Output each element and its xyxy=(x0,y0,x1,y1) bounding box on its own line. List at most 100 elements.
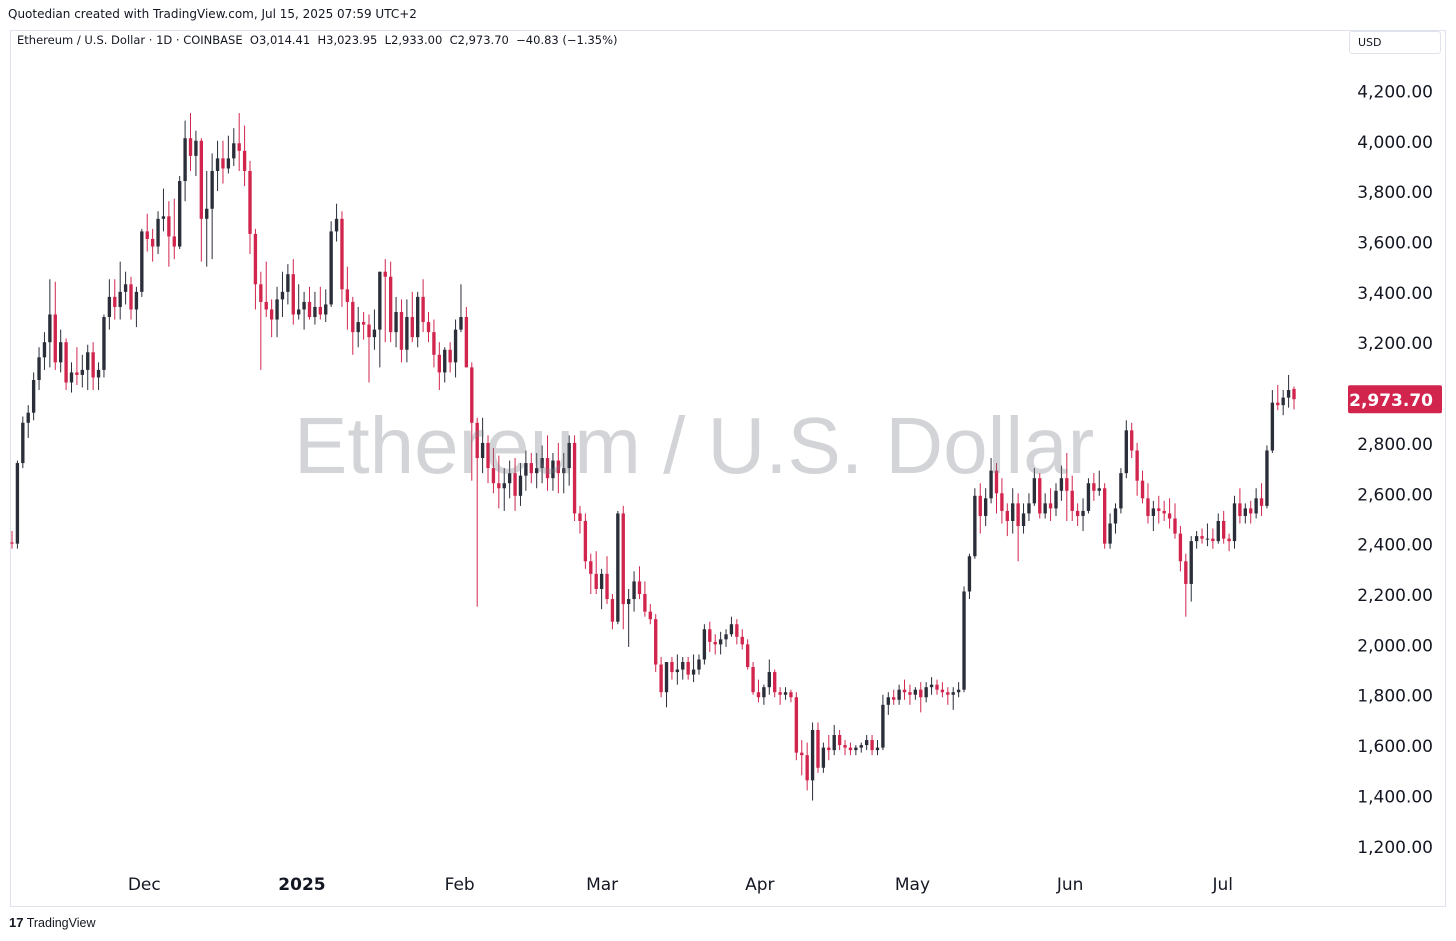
y-tick-label: 2,400.00 xyxy=(1357,536,1433,556)
candle-body xyxy=(156,218,160,247)
candle-body xyxy=(59,342,63,363)
candle-body xyxy=(1086,483,1091,511)
candle-body xyxy=(1054,490,1058,509)
y-tick-label: 3,400.00 xyxy=(1357,284,1433,304)
candle-body xyxy=(96,369,101,378)
candle-body xyxy=(421,296,425,323)
candle-body xyxy=(654,619,658,665)
candle-body xyxy=(919,689,923,698)
candle-body xyxy=(307,301,312,318)
candle-body xyxy=(778,692,782,695)
candle-body xyxy=(589,561,593,574)
candle-body xyxy=(675,669,680,673)
candle-body xyxy=(940,689,945,693)
candle-body xyxy=(388,276,393,333)
candle-body xyxy=(102,317,106,370)
candle-body xyxy=(843,745,847,748)
candle-body xyxy=(864,740,869,746)
candle-body xyxy=(1135,450,1139,481)
x-tick-label: May xyxy=(895,875,930,895)
candle-body xyxy=(1178,533,1183,562)
candle-body xyxy=(1113,508,1118,524)
candle-body xyxy=(491,468,496,484)
candle-body xyxy=(394,311,398,333)
candle-body xyxy=(410,317,414,338)
tradingview-brand-name: TradingView xyxy=(26,916,96,930)
candle-body xyxy=(643,594,647,612)
legend-change: −40.83 (−1.35%) xyxy=(516,33,618,47)
candle-body xyxy=(1081,510,1085,516)
candle-body xyxy=(956,689,961,693)
candle-body xyxy=(53,314,57,363)
candle-body xyxy=(1216,520,1220,542)
candle-body xyxy=(248,170,252,234)
candle-body xyxy=(745,644,750,668)
x-tick-label: Jun xyxy=(1056,875,1084,895)
candle-body xyxy=(48,314,52,343)
candle-body xyxy=(426,322,431,333)
legend-low: L2,933.00 xyxy=(384,33,443,47)
candle-body xyxy=(686,662,690,675)
candle-body xyxy=(892,697,896,700)
chart-frame xyxy=(10,30,1446,907)
candle-body xyxy=(150,238,155,247)
candle-body xyxy=(1281,397,1285,406)
candle-body xyxy=(751,667,755,693)
candle-body xyxy=(572,442,577,514)
candle-body xyxy=(329,231,333,305)
tradingview-logo[interactable]: 17 TradingView xyxy=(9,915,96,930)
candle-body xyxy=(1184,561,1188,584)
candle-body xyxy=(221,158,225,169)
y-tick-label: 2,600.00 xyxy=(1357,485,1433,505)
candle-body xyxy=(1108,523,1112,544)
candle-body xyxy=(340,218,344,290)
candle-body xyxy=(1021,513,1026,527)
candle-body xyxy=(794,697,799,753)
candle-body xyxy=(670,662,674,673)
candle-body xyxy=(983,498,988,516)
candle-body xyxy=(42,342,47,358)
candle-body xyxy=(351,301,355,333)
symbol-watermark: Ethereum / U.S. Dollar xyxy=(294,401,1095,490)
y-tick-label: 2,000.00 xyxy=(1357,636,1433,656)
candle-body xyxy=(1254,498,1258,514)
candle-body xyxy=(897,689,901,700)
candle-body xyxy=(161,216,166,219)
candle-body xyxy=(989,470,993,499)
candle-body xyxy=(324,304,328,315)
candle-body xyxy=(416,296,420,338)
candle-body xyxy=(15,463,20,544)
candle-body xyxy=(1070,490,1074,511)
candle-body xyxy=(908,692,912,695)
candle-body xyxy=(681,662,685,670)
candle-body xyxy=(286,274,290,292)
candle-body xyxy=(567,442,571,469)
candle-body xyxy=(1157,508,1161,511)
candle-body xyxy=(1276,402,1280,406)
candle-body xyxy=(367,324,371,338)
candle-body xyxy=(616,513,620,622)
candle-body xyxy=(205,208,209,219)
candle-body xyxy=(854,747,858,751)
x-tick-label: Mar xyxy=(586,875,618,895)
candle-body xyxy=(199,140,204,219)
y-tick-label: 3,800.00 xyxy=(1357,183,1433,203)
candle-body xyxy=(805,755,809,781)
y-tick-label: 3,200.00 xyxy=(1357,334,1433,354)
candle-body xyxy=(610,599,615,622)
candle-body xyxy=(535,468,539,474)
candle-body xyxy=(1059,478,1064,491)
candle-body xyxy=(313,306,317,318)
candle-body xyxy=(1005,510,1009,521)
candle-body xyxy=(194,140,198,156)
candle-body xyxy=(973,495,977,557)
candle-body xyxy=(702,629,707,660)
candle-body xyxy=(259,284,263,302)
candle-body xyxy=(697,659,701,670)
currency-selector[interactable]: USD xyxy=(1349,31,1441,54)
candle-body xyxy=(1151,508,1156,516)
candle-body xyxy=(459,317,463,330)
candle-body xyxy=(827,747,831,751)
candle-body xyxy=(470,367,474,423)
